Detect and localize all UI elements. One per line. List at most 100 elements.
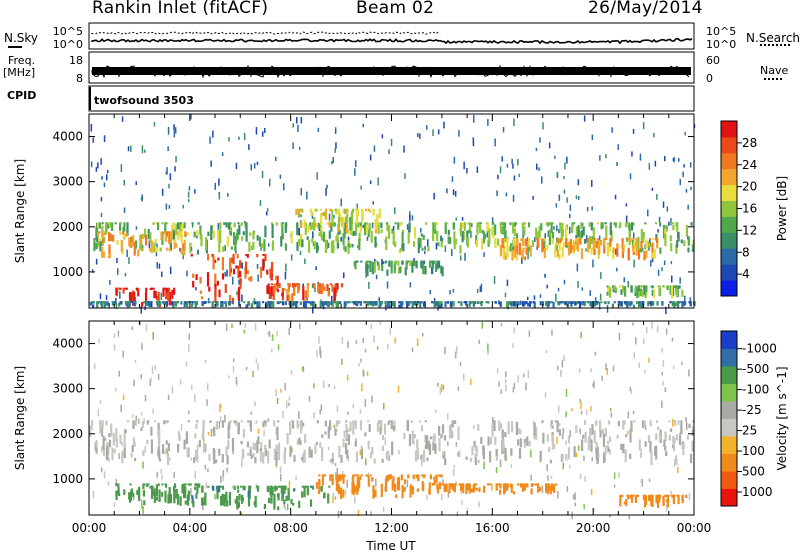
echo-cell <box>671 301 674 307</box>
echo-cell <box>318 480 321 491</box>
echo-cell <box>604 222 607 225</box>
echo-cell <box>355 301 358 305</box>
speckle-cell <box>142 506 144 514</box>
echo-cell <box>487 436 490 446</box>
speckle-cell <box>538 167 540 171</box>
speckle-cell <box>378 297 380 302</box>
echo-cell <box>647 435 651 443</box>
speckle-cell <box>419 133 421 139</box>
speckle-cell <box>590 368 592 373</box>
echo-cell <box>230 257 233 263</box>
speckle-cell <box>145 324 148 332</box>
speckle-cell <box>452 288 455 293</box>
echo-cell <box>649 301 652 305</box>
echo-cell <box>321 447 324 461</box>
echo-cell <box>134 301 137 307</box>
echo-cell <box>180 301 183 304</box>
speckle-cell <box>127 146 130 152</box>
speckle-cell <box>578 368 581 374</box>
echo-cell <box>492 225 495 239</box>
echo-cell <box>432 231 435 242</box>
echo-cell <box>168 487 171 502</box>
echo-cell <box>258 301 261 308</box>
speckle-cell <box>367 472 370 477</box>
echo-cell <box>528 301 531 307</box>
speckle-cell <box>95 167 98 172</box>
echo-cell <box>392 425 396 432</box>
echo-cell <box>593 249 596 255</box>
echo-cell <box>664 233 667 247</box>
echo-cell <box>631 239 635 249</box>
speckle-cell <box>90 161 93 168</box>
speckle-cell <box>138 418 140 424</box>
speckle-cell <box>359 409 362 414</box>
echo-cell <box>302 286 305 301</box>
echo-cell <box>591 236 594 241</box>
echo-cell <box>513 222 516 227</box>
echo-cell <box>344 216 348 224</box>
echo-cell <box>91 420 94 427</box>
speckle-cell <box>157 373 160 380</box>
echo-cell <box>269 301 272 308</box>
echo-cell <box>275 444 278 454</box>
echo-cell <box>658 433 662 441</box>
echo-cell <box>606 285 609 288</box>
echo-cell <box>607 420 611 425</box>
speckle-cell <box>144 446 146 453</box>
echo-cell <box>301 485 304 488</box>
echo-cell <box>196 229 199 236</box>
speckle-cell <box>207 468 209 473</box>
echo-cell <box>200 296 204 299</box>
echo-cell <box>348 301 351 304</box>
echo-cell <box>647 494 651 501</box>
echo-cell <box>150 301 153 308</box>
speckle-cell <box>231 323 233 329</box>
echo-cell <box>193 457 196 464</box>
echo-cell <box>629 429 632 443</box>
echo-cell <box>252 241 255 250</box>
echo-cell <box>330 222 333 232</box>
speckle-cell <box>98 338 100 344</box>
colorbar-tick-label: 16 <box>742 202 757 216</box>
echo-cell <box>358 232 361 242</box>
speckle-cell <box>689 162 692 168</box>
echo-cell <box>458 483 461 486</box>
echo-cell <box>672 224 675 230</box>
echo-cell <box>115 427 118 442</box>
echo-cell <box>603 452 606 464</box>
speckle-cell <box>238 279 240 285</box>
speckle-cell <box>616 267 618 272</box>
echo-cell <box>648 242 651 248</box>
echo-cell <box>381 264 384 272</box>
echo-cell <box>669 235 672 242</box>
heatmap-1-cells <box>89 321 695 520</box>
speckle-cell <box>560 370 562 377</box>
speckle-cell <box>375 274 378 280</box>
echo-cell <box>194 486 197 490</box>
speckle-cell <box>463 161 465 170</box>
echo-cell <box>458 450 461 458</box>
speckle-cell <box>374 258 376 265</box>
echo-cell <box>188 301 191 304</box>
speckle-cell <box>615 248 617 255</box>
echo-cell <box>321 212 324 216</box>
echo-cell <box>443 484 446 490</box>
echo-cell <box>445 483 448 492</box>
echo-cell <box>345 420 348 423</box>
echo-cell <box>342 244 346 251</box>
echo-cell <box>397 222 400 230</box>
speckle-cell <box>269 178 271 187</box>
echo-cell <box>442 454 445 459</box>
echo-cell <box>241 494 244 504</box>
speckle-cell <box>195 287 197 291</box>
echo-cell <box>477 222 480 228</box>
speckle-cell <box>210 428 213 437</box>
echo-cell <box>620 443 623 451</box>
echo-cell <box>184 500 187 505</box>
speckle-cell <box>662 381 664 386</box>
echo-cell <box>655 420 659 423</box>
echo-cell <box>612 247 615 253</box>
echo-cell <box>487 301 490 304</box>
speckle-cell <box>235 162 238 170</box>
echo-cell <box>187 420 190 423</box>
